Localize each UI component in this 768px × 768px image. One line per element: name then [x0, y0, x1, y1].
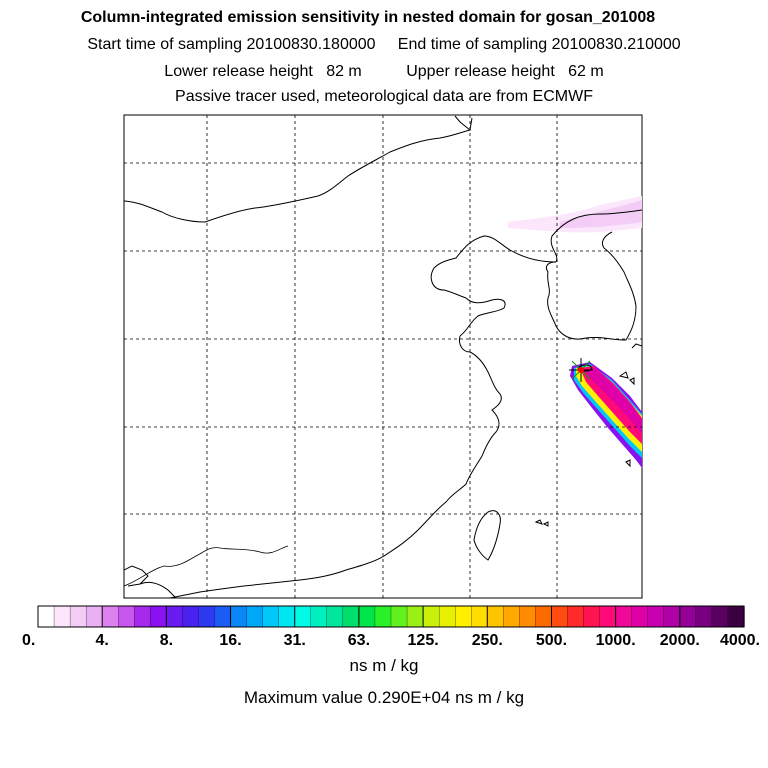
- colorbar-swatch: [695, 605, 713, 628]
- colorbar-swatch: [519, 605, 537, 628]
- end-value: 20100830.210000: [551, 36, 681, 53]
- colorbar-tick-label: 0.: [22, 632, 35, 649]
- colorbar-swatch: [567, 605, 585, 628]
- colorbar-tick-label: 8.: [160, 632, 173, 649]
- colorbar-tick-label: 1000.: [596, 632, 636, 649]
- sensitivity-plume-main: [570, 362, 642, 468]
- colorbar-tick-label: 4.: [96, 632, 109, 649]
- max-value-units: ns m / kg: [455, 688, 525, 707]
- colorbar-swatch: [711, 605, 729, 628]
- colorbar-swatch: [85, 605, 103, 628]
- colorbar-swatch: [438, 605, 456, 628]
- colorbar-tick-label: 63.: [348, 632, 370, 649]
- tracer-note: Passive tracer used, meteorological data…: [175, 88, 593, 105]
- upper-label: Upper release height: [406, 63, 555, 80]
- lower-value: 82 m: [326, 63, 362, 80]
- colorbar-swatch: [214, 605, 232, 628]
- colorbar-swatch: [294, 605, 312, 628]
- colorbar-swatch: [246, 605, 264, 628]
- station-marker: [569, 358, 593, 382]
- colorbar-tick-label: 125.: [408, 632, 439, 649]
- colorbar-swatch: [647, 605, 665, 628]
- chart-title: Column-integrated emission sensitivity i…: [80, 9, 656, 26]
- colorbar-swatch: [118, 605, 135, 628]
- coastlines: [124, 115, 642, 598]
- colorbar-swatch: [535, 605, 553, 628]
- colorbar-swatch: [230, 605, 248, 628]
- colorbar-swatch: [679, 605, 697, 628]
- colorbar-swatch: [198, 605, 216, 628]
- colorbar-swatch: [487, 605, 504, 628]
- lat-lon-grid: [124, 115, 642, 598]
- colorbar-tick-label: 2000.: [660, 632, 700, 649]
- colorbar-swatch: [150, 605, 168, 628]
- colorbar-tick-label: 500.: [536, 632, 567, 649]
- colorbar-swatch: [134, 605, 151, 628]
- lower-label: Lower release height: [164, 63, 313, 80]
- colorbar-swatch: [406, 605, 424, 628]
- colorbar-swatch: [390, 605, 408, 628]
- colorbar-swatch: [374, 605, 392, 628]
- colorbar-swatch: [166, 605, 184, 628]
- colorbar-swatch: [182, 605, 200, 628]
- colorbar-swatch: [310, 605, 328, 628]
- colorbar-swatch: [342, 605, 360, 628]
- colorbar-swatch: [53, 605, 71, 628]
- colorbar-swatch: [358, 605, 376, 628]
- colorbar-swatch: [69, 605, 87, 628]
- end-label: End time of sampling: [397, 36, 548, 53]
- colorbar-tick-label: 4000.: [720, 632, 760, 649]
- colorbar-swatch: [599, 605, 617, 628]
- colorbar-swatch: [326, 605, 344, 628]
- colorbar-swatch: [455, 605, 472, 628]
- max-value-label: Maximum value: [243, 688, 363, 707]
- colorbar-swatch: [583, 605, 601, 628]
- colorbar-swatch: [262, 605, 280, 628]
- colorbar-swatch: [422, 605, 440, 628]
- colorbar-tick-label: 31.: [284, 632, 306, 649]
- units-label: ns m / kg: [349, 656, 419, 675]
- colorbar-swatch: [663, 605, 681, 628]
- colorbar-swatch: [727, 605, 745, 628]
- colorbar: [37, 605, 745, 628]
- max-value-line: Maximum value 0.290E+04 ns m / kg: [0, 688, 768, 708]
- start-value: 20100830.180000: [246, 36, 376, 53]
- upper-value: 62 m: [568, 63, 604, 80]
- colorbar-swatch: [102, 605, 119, 628]
- colorbar-swatch: [631, 605, 649, 628]
- colorbar-ticks: 0. 4. 8. 16. 31. 63. 125. 250. 500. 1000. 2000. 400…: [22, 606, 760, 649]
- colorbar-tick-label: 250.: [472, 632, 503, 649]
- start-label: Start time of sampling: [87, 36, 243, 53]
- colorbar-swatch: [37, 605, 55, 628]
- colorbar-swatch: [503, 605, 521, 628]
- colorbar-tick-label: 16.: [219, 632, 241, 649]
- release-heights: Lower release height 82 m Upper release …: [0, 62, 768, 82]
- colorbar-swatch: [471, 605, 488, 628]
- max-value: 0.290E+04: [367, 688, 451, 707]
- colorbar-swatch: [551, 605, 569, 628]
- colorbar-swatch: [615, 605, 633, 628]
- colorbar-swatch: [278, 605, 296, 628]
- sampling-times: Start time of sampling 20100830.180000 E…: [0, 35, 768, 55]
